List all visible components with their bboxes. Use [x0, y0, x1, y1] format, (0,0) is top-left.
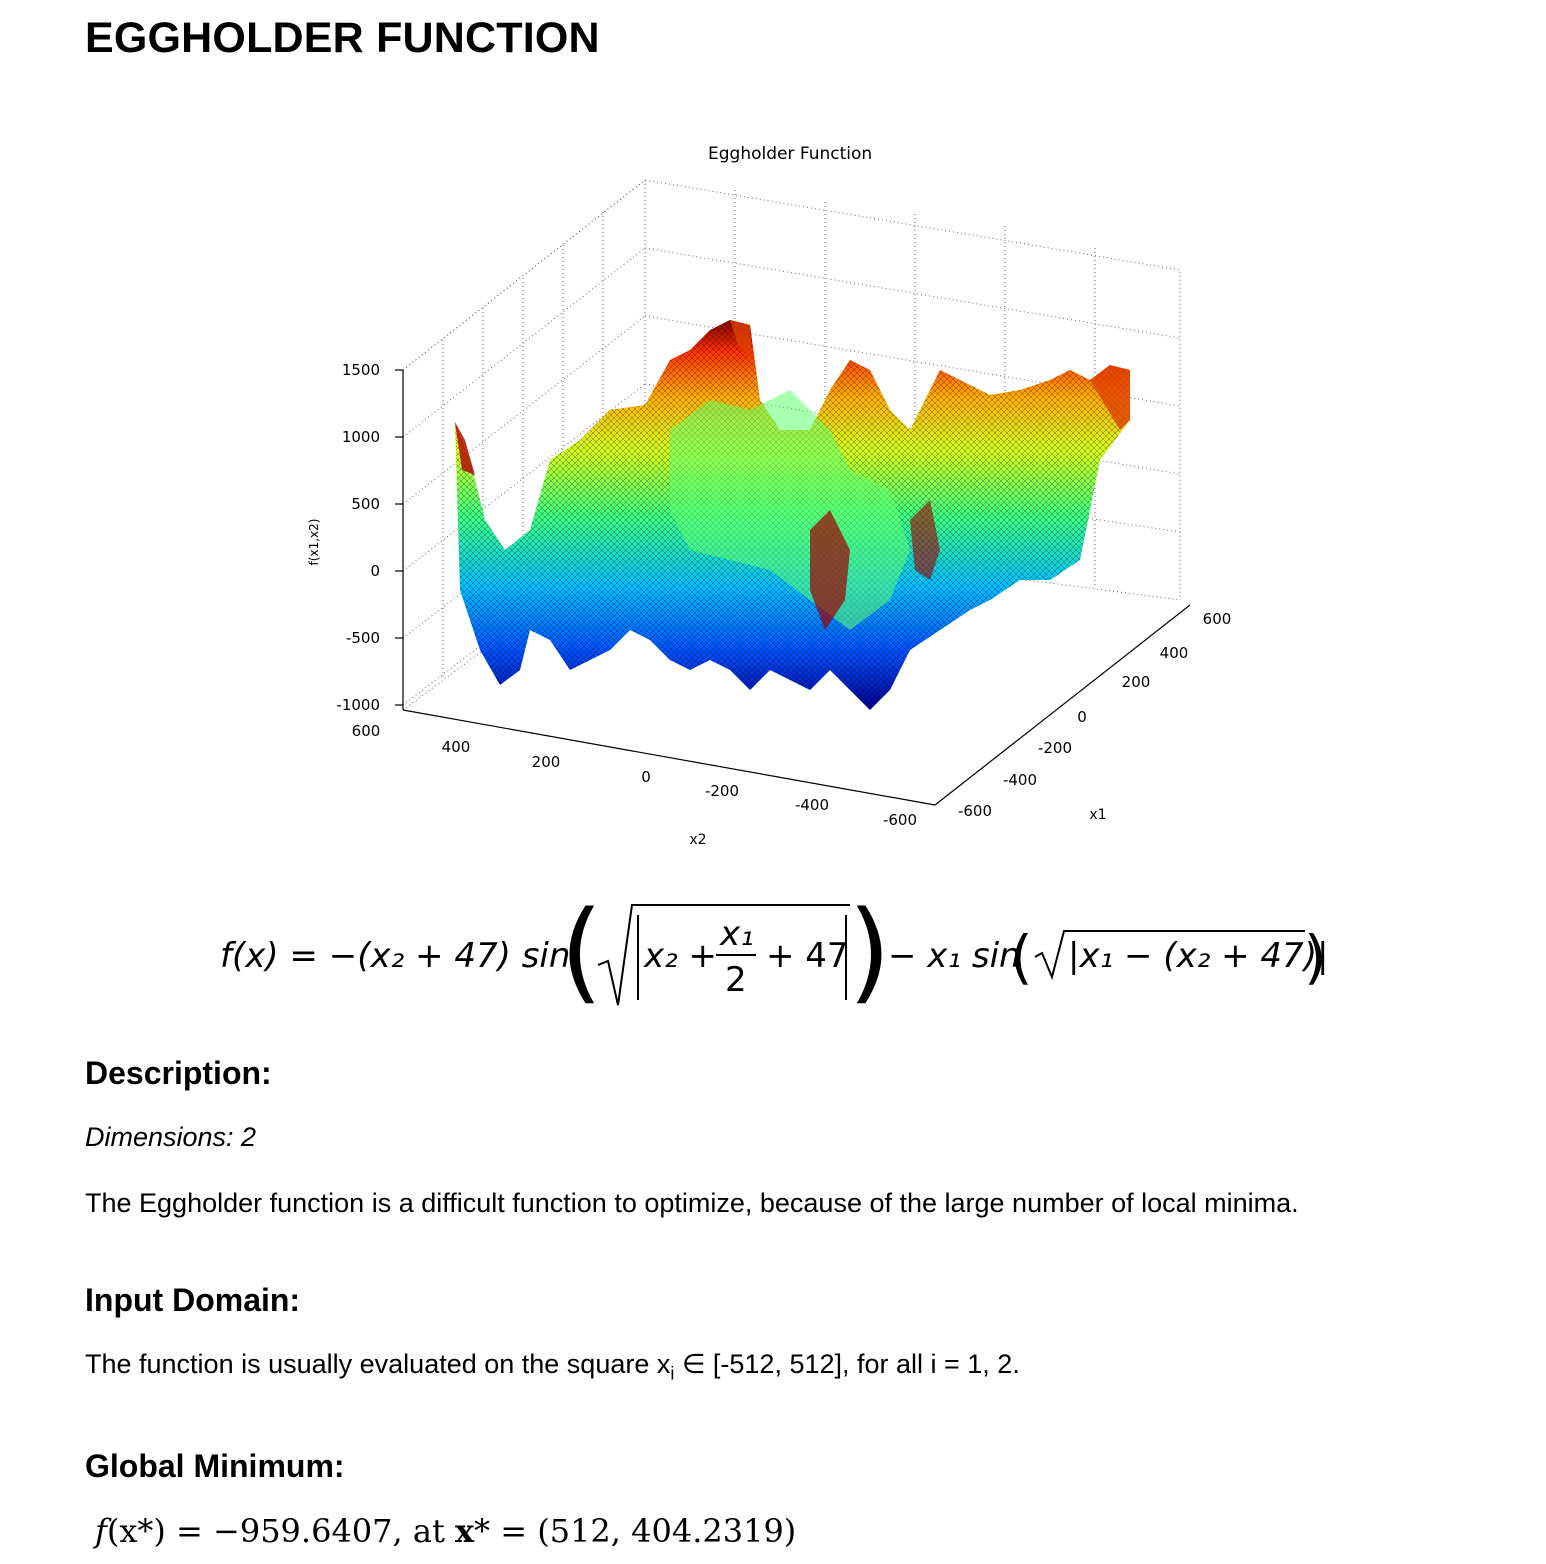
x2-tick-label: -600 — [883, 811, 917, 829]
formula-frac-den: 2 — [725, 960, 747, 1000]
description-text: The Eggholder function is a difficult fu… — [85, 1188, 1299, 1218]
input-domain-text-before: The function is usually evaluated on the… — [85, 1349, 671, 1379]
formula-frac-num: x₁ — [719, 914, 754, 954]
x1-tick-label: 200 — [1122, 673, 1151, 691]
x1-axis-label: x1 — [1089, 807, 1106, 823]
gm-value: = −959.6407, at — [165, 1512, 455, 1550]
x2-tick-label: -400 — [795, 796, 829, 814]
global-minimum-heading: Global Minimum: — [85, 1448, 345, 1484]
plot-title: Eggholder Function — [708, 144, 873, 164]
formula-inner2: |x₁ − (x₂ + 47)| — [1068, 936, 1328, 976]
plot-axes — [395, 369, 1191, 806]
input-domain-text-after: ∈ [-512, 512], for all i = 1, 2. — [674, 1349, 1020, 1379]
formula-inner: x₂ + — [643, 936, 717, 976]
sqrt-sign — [597, 904, 850, 1006]
x2-axis-label: x2 — [689, 832, 706, 848]
global-minimum-formula: f(x*) = −959.6407, at x* = (512, 404.231… — [95, 1512, 796, 1550]
x1-tick-label: -200 — [1038, 739, 1072, 757]
formula-lhs: f(x) = −(x₂ + 47) sin — [220, 936, 570, 976]
z-axis-label: f(x1,x2) — [307, 519, 321, 566]
gm-f: f — [95, 1512, 107, 1550]
x2-tick-label: 200 — [532, 753, 561, 771]
sqrt-sign-2 — [1034, 930, 1305, 981]
z-tick-label: 500 — [351, 495, 380, 513]
z-tick-label: 1500 — [342, 361, 380, 379]
x1-tick-label: -600 — [958, 802, 992, 820]
surface-plot: 1500 1000 500 0 -500 -1000 f(x1,x2) 600 … — [307, 179, 1232, 848]
input-domain-heading: Input Domain: — [85, 1282, 301, 1318]
formula-paren-close: ) — [848, 895, 891, 1015]
page-title: EGGHOLDER FUNCTION — [85, 14, 600, 62]
x2-tick-label: -200 — [705, 782, 739, 800]
x2-tick-label: 400 — [442, 738, 471, 756]
x1-tick-label: 600 — [1203, 610, 1232, 628]
z-tick-label: -500 — [346, 629, 380, 647]
eggholder-formula: f(x) = −(x₂ + 47) sin ( x₂ + x₁ 2 + 47 )… — [220, 895, 1328, 1015]
x2-tick-label: 0 — [641, 768, 651, 786]
gm-xstar: (x*) — [106, 1512, 166, 1550]
z-tick-label: -1000 — [336, 696, 380, 714]
x1-tick-label: -400 — [1003, 771, 1037, 789]
description-heading: Description: — [85, 1055, 272, 1091]
dimensions-text: Dimensions: 2 — [85, 1122, 257, 1152]
x1-tick-label: 400 — [1160, 644, 1189, 662]
z-tick-label: 1000 — [342, 428, 380, 446]
input-domain-subscript: i — [670, 1363, 675, 1384]
formula-paren2-open: ( — [1010, 923, 1033, 991]
x2-tick-label: 600 — [352, 722, 381, 740]
formula-paren-open: ( — [560, 895, 603, 1015]
gm-point: * = (512, 404.2319) — [474, 1512, 797, 1550]
formula-mid: − x₁ sin — [888, 936, 1021, 976]
formula-plus47: + 47 — [766, 936, 849, 976]
z-tick-label: 0 — [370, 562, 380, 580]
formula-paren2-close: ) — [1304, 923, 1327, 991]
x1-tick-label: 0 — [1077, 708, 1087, 726]
gm-x: x — [454, 1512, 475, 1550]
input-domain-text: The function is usually evaluated on the… — [85, 1349, 1020, 1384]
eggholder-surface — [455, 320, 1130, 710]
